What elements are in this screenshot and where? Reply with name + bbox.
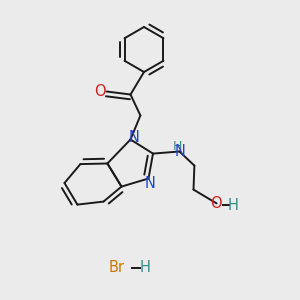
Text: O: O — [210, 196, 221, 211]
Text: N: N — [145, 176, 155, 191]
Text: N: N — [175, 144, 185, 159]
Text: Br: Br — [109, 260, 125, 275]
Text: H: H — [172, 140, 182, 153]
Text: H: H — [140, 260, 151, 275]
Text: H: H — [228, 198, 238, 213]
Text: O: O — [94, 84, 106, 99]
Text: N: N — [129, 130, 140, 146]
